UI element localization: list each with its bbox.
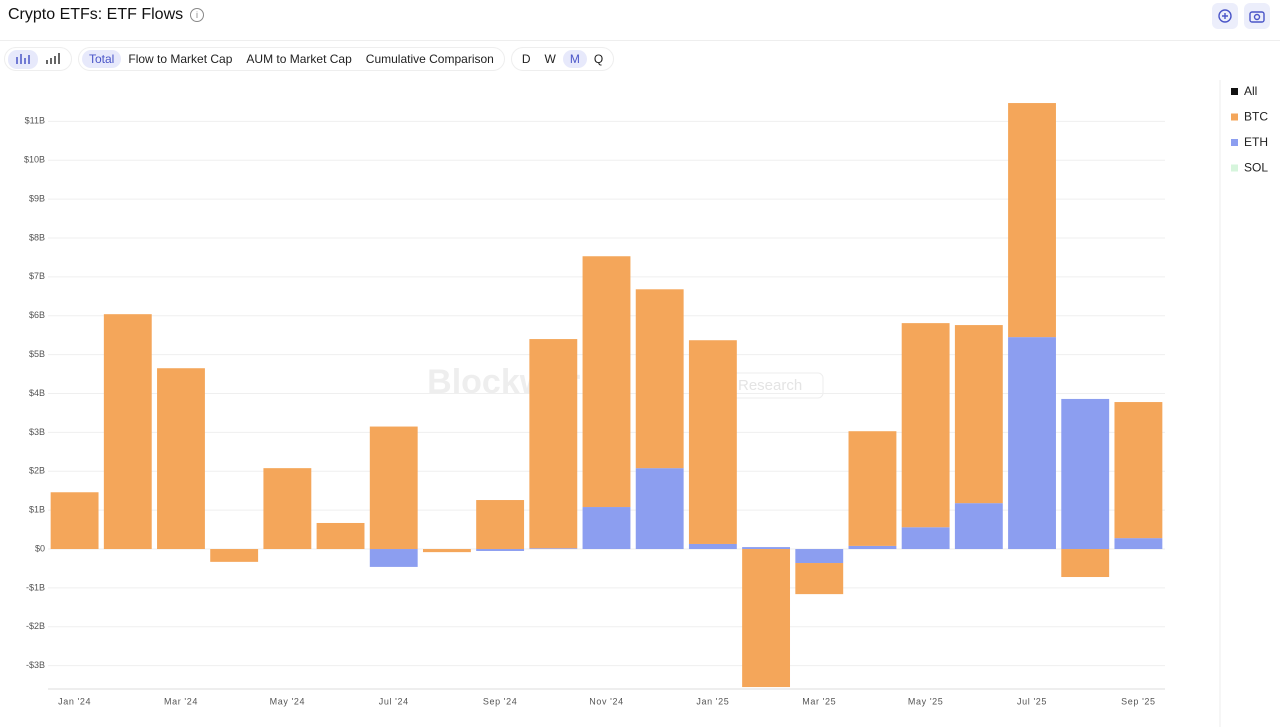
watermark: Blockworks	[427, 363, 618, 401]
y-tick-label: $10B	[24, 155, 45, 165]
bar-segment	[529, 548, 578, 550]
watermark-tag: Research	[738, 377, 802, 394]
bar-segment	[1114, 538, 1163, 550]
x-tick-label: Jul '25	[1017, 696, 1047, 706]
legend-swatch	[1231, 88, 1238, 95]
bar-segment	[688, 543, 737, 550]
bar-segment	[582, 507, 631, 550]
period-tab[interactable]: D	[521, 52, 531, 66]
legend-label: ETH	[1244, 135, 1268, 149]
camera-button[interactable]	[1244, 3, 1270, 29]
zoom-icon	[1218, 9, 1232, 23]
y-tick-label: -$2B	[26, 621, 45, 631]
y-tick-label: $7B	[29, 271, 45, 281]
bar-segment	[848, 431, 897, 546]
legend-swatch	[1231, 164, 1238, 172]
bar-segment	[529, 339, 578, 549]
bar-segment	[1061, 398, 1110, 550]
period-tab[interactable]: Q	[593, 52, 604, 66]
chart-type-group	[4, 47, 72, 71]
bar-segment	[901, 323, 950, 528]
y-tick-label: $2B	[29, 466, 45, 476]
watermark-box	[729, 372, 824, 399]
bar-segment	[954, 503, 1003, 550]
bar-icon	[16, 53, 30, 64]
bar-segment	[1061, 549, 1110, 578]
info-icon[interactable]: i	[190, 8, 204, 22]
y-tick-label: $6B	[29, 310, 45, 320]
legend-swatch	[1231, 113, 1238, 121]
x-tick-label: Mar '24	[164, 696, 198, 706]
y-tick-label: $11B	[25, 116, 45, 126]
view-tab[interactable]: AUM to Market Cap	[246, 52, 352, 66]
bar-segment	[1008, 337, 1056, 550]
bar-segment	[369, 426, 418, 550]
bar-segment	[476, 549, 525, 551]
y-tick-label: $1B	[29, 505, 45, 515]
bar-segment	[848, 545, 897, 550]
bar-segment	[422, 549, 471, 553]
zoom-button[interactable]	[1212, 3, 1238, 29]
y-tick-label: $9B	[29, 193, 45, 203]
bar-segment	[954, 325, 1003, 504]
bar-chart-toggle[interactable]	[8, 49, 38, 69]
bar-segment	[635, 468, 684, 550]
view-tab[interactable]: Total	[82, 50, 122, 68]
camera-icon	[1249, 11, 1265, 23]
x-tick-label: Jan '24	[58, 696, 91, 706]
view-group: Total Flow to Market Cap AUM to Market Cap…	[78, 47, 505, 71]
bar-segment	[157, 368, 205, 550]
bar-segment	[50, 492, 99, 550]
legend-label: BTC	[1244, 110, 1268, 124]
x-tick-label: Sep '25	[1121, 696, 1155, 706]
x-tick-label: Sep '24	[483, 696, 517, 706]
bar-segment	[1114, 402, 1163, 539]
legend-swatch	[1231, 139, 1238, 146]
y-tick-label: $8B	[29, 232, 45, 242]
y-tick-label: -$1B	[26, 582, 45, 592]
legend-label: All	[1244, 84, 1257, 98]
bar-segment	[263, 468, 312, 550]
x-tick-label: May '25	[908, 696, 943, 706]
y-tick-label: $4B	[29, 388, 45, 398]
bar-segment	[1008, 103, 1056, 338]
x-tick-label: May '24	[270, 696, 305, 706]
bar-segment	[103, 314, 152, 550]
bar-segment	[795, 549, 844, 564]
x-tick-label: Mar '25	[802, 696, 836, 706]
bar-segment	[742, 549, 791, 688]
bar-segment	[369, 549, 418, 567]
toolbar: Total Flow to Market Cap AUM to Market Cap…	[4, 47, 620, 71]
y-tick-label: $0	[35, 543, 45, 553]
legend-label: SOL	[1244, 161, 1268, 175]
bar-segment	[476, 500, 525, 550]
bar-segment	[742, 547, 791, 550]
bar-segment	[795, 563, 844, 595]
period-tab[interactable]: W	[544, 52, 556, 66]
divider	[0, 40, 1280, 41]
y-tick-label: -$3B	[26, 660, 45, 670]
bar-segment	[210, 549, 259, 562]
page-title: Crypto ETFs: ETF Flows	[8, 6, 184, 23]
x-tick-label: Nov '24	[589, 696, 623, 706]
view-tab[interactable]: Cumulative Comparison	[365, 52, 494, 66]
bar-segment	[901, 527, 950, 550]
bar-segment	[635, 289, 684, 469]
bar-segment	[582, 256, 631, 508]
view-tab[interactable]: Flow to Market Cap	[128, 52, 233, 66]
y-tick-label: $5B	[29, 349, 45, 359]
bar-segment	[316, 522, 365, 550]
period-tab[interactable]: M	[562, 50, 587, 68]
bar-segment	[688, 340, 737, 544]
x-tick-label: Jan '25	[696, 696, 729, 706]
bars-icon	[46, 52, 60, 64]
line-chart-toggle[interactable]	[38, 50, 68, 69]
y-tick-label: $3B	[29, 427, 45, 437]
x-tick-label: Jul '24	[379, 696, 409, 706]
